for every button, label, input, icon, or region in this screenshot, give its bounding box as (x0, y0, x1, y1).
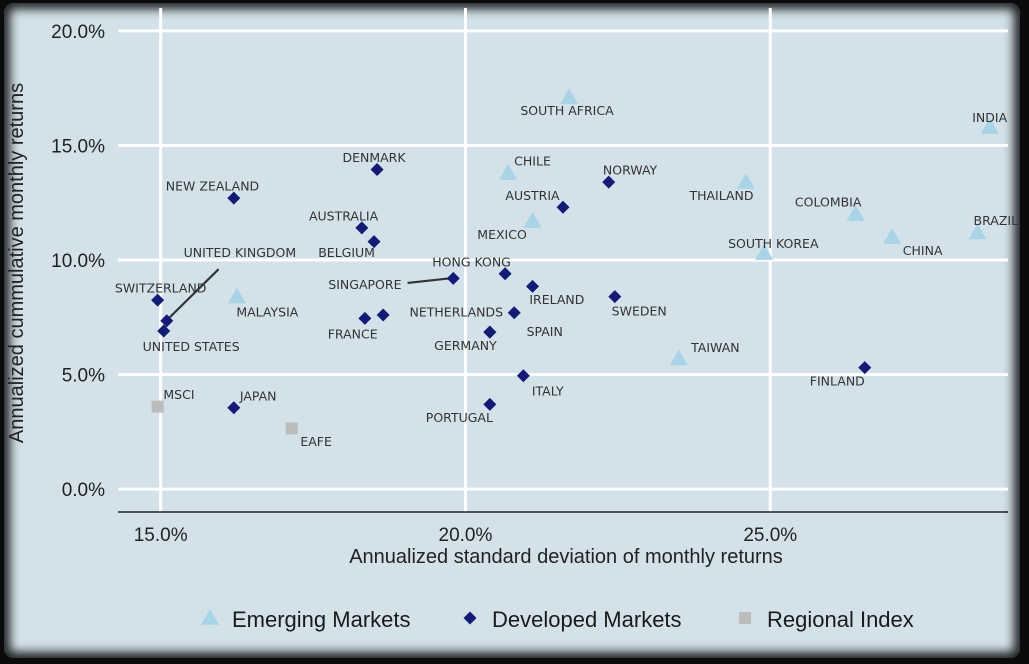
data-point (507, 306, 521, 320)
data-point (858, 361, 872, 375)
leader-line (407, 277, 451, 285)
point-label: INDIA (972, 110, 1007, 125)
legend-marker (463, 611, 477, 625)
legend-label: Emerging Markets (232, 607, 411, 632)
point-label: GERMANY (434, 338, 497, 353)
point-label: AUSTRALIA (309, 208, 379, 223)
data-point (446, 271, 460, 285)
point-label: UNITED KINGDOM (184, 245, 297, 260)
point-label: FINLAND (810, 373, 865, 388)
data-point (516, 369, 530, 383)
y-tick-label: 20.0% (51, 22, 105, 43)
data-point (227, 401, 241, 415)
point-label: PORTUGAL (426, 410, 493, 425)
data-point (227, 287, 246, 304)
y-tick-label: 0.0% (62, 480, 105, 501)
point-label: MEXICO (477, 227, 527, 242)
data-point (523, 212, 542, 228)
point-label: DENMARK (342, 150, 406, 165)
x-axis-label: Annualized standard deviation of monthly… (349, 546, 783, 568)
point-label: SWEDEN (612, 304, 667, 319)
point-label: SPAIN (527, 324, 563, 339)
data-point (498, 267, 512, 281)
data-point (755, 244, 774, 260)
data-point (556, 200, 570, 214)
data-point (358, 311, 372, 325)
data-point (285, 422, 298, 435)
point-label: BELGIUM (318, 245, 375, 260)
data-point (151, 400, 164, 413)
point-label: CHINA (903, 243, 943, 258)
data-point (736, 173, 755, 189)
point-label: HONG KONG (432, 254, 511, 269)
point-label: NEW ZEALAND (166, 179, 259, 194)
point-label: FRANCE (328, 326, 378, 341)
legend-marker (739, 612, 751, 624)
legend-label: Regional Index (767, 607, 914, 632)
y-tick-label: 10.0% (51, 251, 105, 272)
x-tick-label: 15.0% (134, 525, 188, 546)
data-point (160, 314, 174, 328)
point-label: JAPAN (239, 388, 277, 403)
point-label: THAILAND (688, 188, 753, 203)
point-label: UNITED STATES (143, 339, 240, 354)
point-label: BRAZIL (974, 213, 1019, 228)
data-point (526, 279, 540, 293)
data-point (499, 163, 518, 180)
y-tick-label: 5.0% (62, 366, 105, 387)
legend: Emerging Markets Developed Markets Regiona… (201, 607, 914, 632)
data-point (376, 308, 390, 322)
point-label: ITALY (532, 384, 564, 399)
point-label: TAIWAN (690, 340, 739, 355)
data-point (980, 118, 999, 134)
data-point (483, 325, 497, 339)
point-label: NETHERLANDS (410, 305, 504, 320)
data-point (669, 349, 688, 366)
data-point (560, 88, 579, 105)
chart-panel (4, 3, 1020, 658)
data-point (483, 397, 497, 411)
point-label: SINGAPORE (328, 277, 401, 292)
data-point (367, 235, 381, 249)
point-label: NORWAY (603, 163, 658, 178)
data-point (968, 223, 987, 240)
legend-marker (201, 609, 219, 625)
point-label: IRELAND (529, 292, 584, 307)
data-points (151, 88, 999, 435)
data-point (846, 205, 865, 221)
data-point (151, 293, 165, 307)
point-label: AUSTRIA (505, 188, 560, 203)
point-label: MALAYSIA (236, 305, 298, 320)
data-point (608, 290, 622, 304)
leader-lines (169, 268, 451, 319)
y-tick-label: 15.0% (51, 136, 105, 157)
data-point (355, 221, 369, 235)
y-axis-label: Annualized cummulative monthly returns (6, 83, 28, 443)
axes: 0.0% 5.0% 10.0% 15.0% 20.0% 15.0% 20.0% 25.0% (51, 22, 1008, 546)
grid (118, 8, 1008, 512)
x-tick-label: 20.0% (439, 525, 493, 546)
point-label: SWITZERLAND (115, 281, 207, 296)
point-label: MSCI (163, 387, 194, 402)
x-tick-label: 25.0% (743, 525, 797, 546)
point-label: SOUTH AFRICA (520, 103, 614, 118)
data-point (157, 324, 171, 338)
leader-line (169, 268, 220, 319)
data-point (370, 163, 384, 177)
point-label: COLOMBIA (795, 195, 862, 210)
legend-label: Developed Markets (492, 607, 682, 632)
point-label: SOUTH KOREA (728, 236, 819, 251)
data-point (602, 175, 616, 189)
point-label: CHILE (514, 153, 551, 168)
point-label: EAFE (300, 434, 332, 449)
point-labels: SOUTH AFRICA INDIA CHILE THAILAND COLOMBIA ME… (115, 103, 1018, 449)
data-point (883, 228, 902, 244)
data-point (227, 191, 241, 205)
